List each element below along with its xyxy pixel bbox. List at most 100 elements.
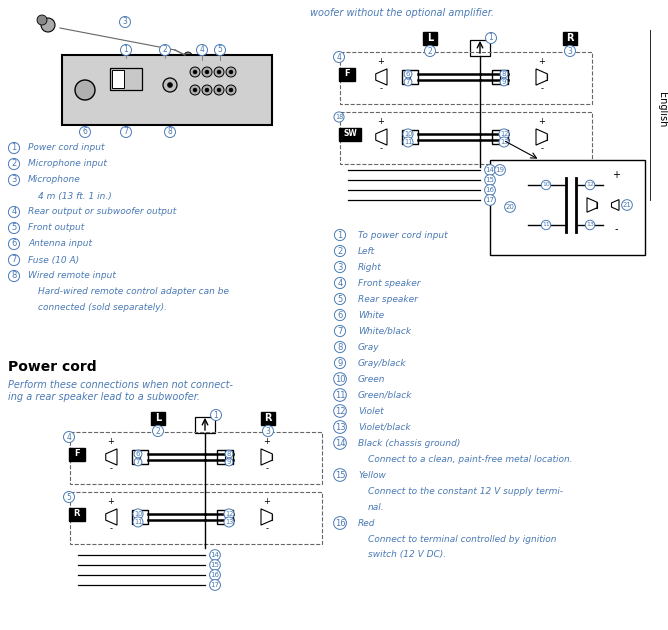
Bar bbox=[492, 70, 508, 84]
Text: Fuse (10 A): Fuse (10 A) bbox=[28, 256, 79, 265]
Text: 14: 14 bbox=[210, 552, 219, 558]
Text: Rear speaker: Rear speaker bbox=[358, 294, 418, 304]
Text: SW: SW bbox=[343, 130, 357, 139]
Text: White/black: White/black bbox=[358, 326, 411, 336]
Circle shape bbox=[214, 67, 224, 77]
Circle shape bbox=[214, 85, 224, 95]
Bar bbox=[70, 492, 322, 544]
Text: 15: 15 bbox=[486, 177, 494, 183]
Bar bbox=[261, 412, 275, 425]
Text: 2: 2 bbox=[337, 246, 343, 256]
Text: L: L bbox=[427, 33, 433, 43]
Text: 12: 12 bbox=[586, 183, 594, 188]
Text: 15: 15 bbox=[335, 471, 345, 479]
Bar bbox=[132, 510, 148, 524]
Text: 13: 13 bbox=[500, 139, 508, 145]
Text: 11: 11 bbox=[542, 222, 550, 227]
Text: 1: 1 bbox=[11, 144, 17, 152]
Polygon shape bbox=[587, 198, 597, 212]
Polygon shape bbox=[536, 69, 547, 85]
Bar bbox=[195, 417, 215, 433]
Text: 3: 3 bbox=[122, 18, 128, 26]
Bar bbox=[375, 74, 380, 80]
Text: Violet/black: Violet/black bbox=[358, 423, 411, 432]
Text: -: - bbox=[379, 84, 383, 93]
Text: 2: 2 bbox=[428, 47, 432, 55]
Bar bbox=[402, 130, 418, 144]
Bar bbox=[542, 134, 547, 140]
Text: 2: 2 bbox=[162, 45, 168, 55]
Text: 4: 4 bbox=[200, 45, 204, 55]
Text: 7: 7 bbox=[124, 127, 128, 137]
Text: Right: Right bbox=[358, 263, 381, 272]
Circle shape bbox=[205, 70, 209, 74]
Text: -: - bbox=[110, 524, 112, 533]
Polygon shape bbox=[106, 449, 117, 465]
Text: To power cord input: To power cord input bbox=[358, 231, 448, 239]
Bar bbox=[106, 514, 110, 520]
Text: 3: 3 bbox=[266, 427, 271, 435]
Bar bbox=[268, 454, 273, 460]
Polygon shape bbox=[375, 69, 387, 85]
Text: Connect to the constant 12 V supply termi-: Connect to the constant 12 V supply term… bbox=[368, 486, 563, 496]
Text: +: + bbox=[538, 117, 546, 126]
Polygon shape bbox=[375, 129, 387, 145]
Polygon shape bbox=[261, 449, 273, 465]
Text: 3: 3 bbox=[568, 47, 572, 55]
Text: +: + bbox=[264, 497, 271, 506]
Text: 10: 10 bbox=[404, 131, 412, 137]
Text: 1: 1 bbox=[488, 33, 494, 42]
Text: 9: 9 bbox=[502, 79, 506, 85]
Bar bbox=[110, 68, 142, 90]
Circle shape bbox=[184, 52, 192, 60]
Text: 6: 6 bbox=[337, 311, 343, 319]
Bar bbox=[217, 510, 233, 524]
Text: +: + bbox=[538, 57, 546, 66]
Text: 6: 6 bbox=[11, 239, 17, 248]
Text: Microphone: Microphone bbox=[28, 176, 81, 185]
Text: 16: 16 bbox=[210, 572, 220, 578]
Text: ing a rear speaker lead to a subwoofer.: ing a rear speaker lead to a subwoofer. bbox=[8, 392, 200, 402]
Bar bbox=[375, 134, 380, 140]
Text: Left: Left bbox=[358, 246, 375, 256]
Text: 2: 2 bbox=[156, 427, 160, 435]
Bar bbox=[62, 55, 272, 125]
Text: 13: 13 bbox=[586, 222, 594, 227]
Text: 5: 5 bbox=[67, 493, 71, 501]
Bar bbox=[492, 130, 508, 144]
Text: Connect to a clean, paint-free metal location.: Connect to a clean, paint-free metal loc… bbox=[368, 454, 572, 464]
Text: 9: 9 bbox=[337, 358, 343, 367]
Text: +: + bbox=[264, 437, 271, 446]
Text: Front output: Front output bbox=[28, 224, 84, 232]
Text: -: - bbox=[110, 464, 112, 473]
Text: switch (12 V DC).: switch (12 V DC). bbox=[368, 551, 446, 559]
Bar bbox=[593, 202, 597, 208]
Text: 10: 10 bbox=[542, 183, 550, 188]
Bar bbox=[70, 432, 322, 484]
Text: 11: 11 bbox=[335, 391, 345, 399]
Text: Perform these connections when not connect-: Perform these connections when not conne… bbox=[8, 380, 233, 390]
Circle shape bbox=[202, 67, 212, 77]
Text: 7: 7 bbox=[337, 326, 343, 336]
Circle shape bbox=[229, 70, 233, 74]
Text: L: L bbox=[155, 413, 161, 423]
Text: +: + bbox=[377, 57, 385, 66]
Text: Connect to terminal controlled by ignition: Connect to terminal controlled by igniti… bbox=[368, 534, 556, 544]
Polygon shape bbox=[106, 509, 117, 525]
Text: +: + bbox=[108, 437, 114, 446]
Text: Microphone input: Microphone input bbox=[28, 159, 107, 168]
Bar bbox=[339, 68, 355, 81]
Text: 8: 8 bbox=[226, 451, 231, 457]
Text: 1: 1 bbox=[124, 45, 128, 55]
Text: 4: 4 bbox=[11, 207, 17, 217]
Text: 4: 4 bbox=[337, 278, 343, 287]
Text: Antenna input: Antenna input bbox=[28, 239, 92, 248]
Text: F: F bbox=[74, 449, 79, 459]
Text: 12: 12 bbox=[335, 406, 345, 416]
Polygon shape bbox=[611, 200, 619, 210]
Text: -: - bbox=[615, 224, 618, 234]
Circle shape bbox=[163, 78, 177, 92]
Text: 5: 5 bbox=[218, 45, 222, 55]
Circle shape bbox=[202, 85, 212, 95]
Text: connected (sold separately).: connected (sold separately). bbox=[38, 304, 167, 312]
